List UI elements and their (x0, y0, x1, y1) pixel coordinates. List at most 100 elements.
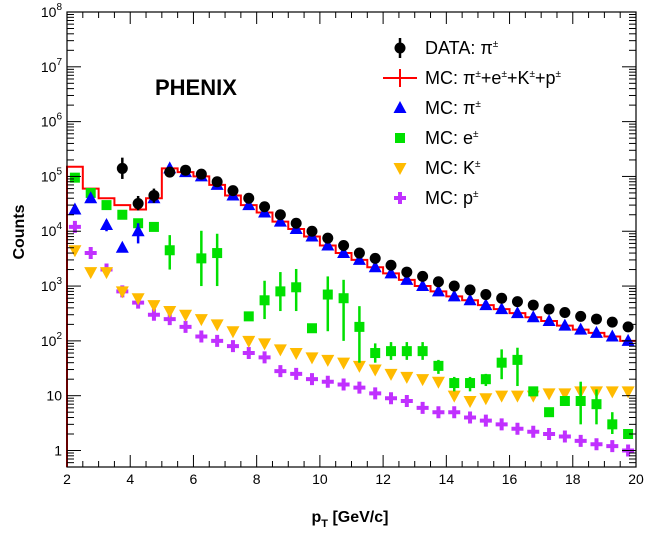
legend-label-exp: ± (475, 159, 481, 170)
data-layer (66, 157, 636, 467)
data-point (194, 314, 208, 327)
x-tick-label: 2 (63, 471, 71, 487)
x-tick-label: 12 (375, 471, 391, 487)
data-point (416, 279, 430, 292)
data-point (352, 360, 366, 373)
data-point (131, 293, 145, 306)
data-point (605, 386, 619, 399)
data-point (448, 280, 460, 292)
data-point (495, 418, 508, 431)
data-point (384, 368, 398, 381)
data-point (275, 286, 286, 297)
data-point (321, 354, 335, 367)
data-point (606, 440, 619, 453)
data-point (496, 292, 508, 304)
data-point (510, 306, 524, 319)
y-tick-label: 108 (41, 2, 63, 20)
data-point (179, 309, 193, 322)
data-point (447, 390, 461, 403)
y-axis-label: Counts (11, 204, 28, 259)
data-point (386, 346, 397, 357)
data-point (544, 407, 555, 418)
x-tick-label: 14 (439, 471, 455, 487)
y-tick-label-exp: 3 (56, 276, 62, 287)
legend-label: MC: e± (425, 128, 479, 148)
legend-item-mc_p: MC: p± (394, 188, 479, 208)
data-point (242, 347, 255, 360)
data-point (384, 266, 398, 279)
data-point (621, 333, 635, 346)
data-point (590, 438, 603, 451)
data-point (558, 388, 572, 401)
data-point (116, 162, 128, 174)
data-point (68, 202, 82, 215)
data-point (322, 289, 333, 300)
data-point (417, 346, 428, 357)
data-point (431, 284, 445, 297)
data-point (259, 295, 270, 306)
x-tick-label: 10 (312, 471, 328, 487)
data-point (447, 289, 461, 302)
x-axis-label-sub: T (321, 518, 328, 530)
data-point (243, 311, 254, 322)
data-point (242, 198, 256, 211)
data-point (226, 326, 240, 339)
data-point (132, 198, 144, 210)
data-point (258, 338, 272, 351)
legend-label-exp: ± (475, 69, 481, 80)
data-point (465, 378, 476, 389)
data-point (605, 329, 619, 342)
data-point (338, 293, 349, 304)
y-tick-label-exp: 6 (56, 112, 62, 123)
data-point (306, 323, 317, 334)
data-point (432, 406, 445, 419)
data-point (368, 260, 382, 273)
data-point (464, 411, 477, 424)
data-point (394, 42, 406, 54)
legend-label: MC: p± (425, 188, 479, 208)
data-point (273, 344, 287, 357)
data-point (100, 218, 114, 231)
data-point (559, 306, 571, 318)
x-axis-label: pT [GeV/c] (312, 509, 389, 530)
data-point (393, 163, 407, 175)
y-tick-label: 105 (41, 166, 63, 184)
data-point (226, 340, 239, 353)
data-point (591, 399, 602, 410)
data-point (148, 189, 160, 201)
data-point (394, 192, 406, 204)
data-point (542, 388, 556, 401)
data-point (479, 393, 493, 406)
x-axis-label-main: p (312, 509, 322, 526)
data-point (416, 374, 430, 387)
data-point (623, 428, 634, 439)
data-point (148, 221, 159, 232)
data-point (400, 272, 414, 285)
data-point (290, 367, 303, 380)
data-point (289, 348, 303, 361)
data-point (84, 267, 98, 280)
data-point (68, 220, 81, 233)
y-tick-label-exp: 4 (56, 221, 62, 232)
data-point (395, 133, 405, 143)
data-point (273, 214, 287, 227)
data-point (512, 354, 523, 365)
data-point (607, 419, 618, 430)
data-point (131, 224, 145, 237)
data-point (84, 247, 97, 260)
data-point (195, 330, 208, 343)
data-point (369, 252, 381, 264)
data-point (385, 392, 398, 405)
data-point (242, 335, 256, 348)
data-point (431, 376, 445, 389)
data-point (495, 390, 509, 403)
data-point (274, 365, 287, 378)
data-point (368, 364, 382, 377)
legend-item-mc_total: MC: π±+e±+K±+p± (383, 68, 562, 88)
data-point (479, 298, 493, 311)
legend-label: MC: π±+e±+K±+p± (425, 68, 562, 88)
data-point (164, 245, 175, 256)
data-point (480, 289, 492, 301)
legend-item-mc_e: MC: e± (395, 128, 479, 148)
data-point (147, 308, 160, 321)
